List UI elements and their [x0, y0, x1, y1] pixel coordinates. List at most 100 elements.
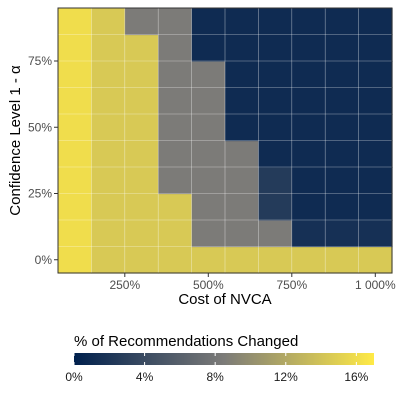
heatmap-cell: [58, 114, 92, 142]
heatmap-cell: [58, 220, 92, 248]
heatmap-cell: [124, 114, 159, 142]
heatmap-cell: [158, 87, 193, 115]
heatmap-gridlines: [58, 8, 392, 273]
heatmap-cell: [258, 167, 293, 195]
heatmap-cell: [58, 193, 92, 221]
heatmap-cell: [158, 114, 193, 142]
heatmap-cell: [358, 8, 393, 36]
heatmap-cell: [225, 8, 259, 36]
heatmap-cell: [291, 167, 326, 195]
heatmap-cell: [58, 61, 92, 89]
heatmap-cell: [291, 61, 326, 89]
heatmap-cells: [58, 8, 393, 274]
heatmap-cell: [291, 246, 326, 274]
heatmap-cell: [258, 140, 293, 168]
heatmap-cell: [191, 114, 226, 142]
heatmap-cell: [158, 246, 193, 274]
heatmap-cell: [325, 220, 360, 248]
heatmap-cell: [124, 246, 159, 274]
heatmap-cell: [258, 114, 293, 142]
heatmap-cell: [325, 34, 360, 62]
heatmap-cell: [358, 140, 393, 168]
legend-tick-label: 0%: [65, 370, 83, 384]
heatmap-cell: [91, 87, 126, 115]
heatmap-cell: [358, 61, 393, 89]
heatmap-cell: [58, 8, 92, 36]
heatmap-cell: [291, 220, 326, 248]
y-axis-ticks: 0% 25% 50% 75%: [28, 54, 58, 267]
x-tick-label: 750%: [276, 278, 307, 292]
heatmap-cell: [91, 8, 126, 36]
legend-tick-label: 12%: [274, 370, 298, 384]
legend-ticks: 0% 4% 8% 12% 16%: [65, 353, 369, 384]
heatmap-cell: [325, 193, 360, 221]
heatmap-cell: [91, 167, 126, 195]
heatmap-cell: [358, 114, 393, 142]
heatmap-cell: [191, 87, 226, 115]
heatmap-cell: [258, 220, 293, 248]
heatmap-cell: [58, 34, 92, 62]
heatmap-cell: [158, 193, 193, 221]
heatmap-cell: [124, 193, 159, 221]
heatmap-cell: [225, 34, 259, 62]
heatmap-cell: [58, 140, 92, 168]
heatmap-cell: [258, 34, 293, 62]
heatmap-cell: [191, 246, 226, 274]
heatmap-cell: [124, 61, 159, 89]
y-tick-label: 25%: [28, 187, 52, 201]
heatmap-cell: [124, 167, 159, 195]
legend-tick-label: 4%: [136, 370, 154, 384]
heatmap-cell: [325, 87, 360, 115]
heatmap-cell: [158, 34, 193, 62]
heatmap-cell: [291, 34, 326, 62]
heatmap-cell: [225, 140, 259, 168]
heatmap-cell: [358, 34, 393, 62]
heatmap-cell: [191, 8, 226, 36]
heatmap-cell: [358, 167, 393, 195]
heatmap-cell: [325, 114, 360, 142]
x-tick-label: 250%: [109, 278, 140, 292]
heatmap-cell: [124, 34, 159, 62]
y-axis-title: Confidence Level 1 - α: [7, 65, 24, 216]
y-tick-label: 75%: [28, 54, 52, 68]
heatmap-cell: [91, 114, 126, 142]
x-axis-ticks: 250% 500% 750% 1 000%: [109, 273, 396, 292]
heatmap-cell: [124, 140, 159, 168]
heatmap-cell: [158, 220, 193, 248]
heatmap-cell: [58, 87, 92, 115]
heatmap-cell: [225, 220, 259, 248]
panel-border: [57, 7, 393, 274]
heatmap-cell: [225, 61, 259, 89]
legend-tick-label: 16%: [344, 370, 368, 384]
heatmap-cell: [358, 246, 393, 274]
heatmap-cell: [325, 8, 360, 36]
heatmap-cell: [158, 167, 193, 195]
heatmap-cell: [325, 61, 360, 89]
heatmap-cell: [191, 193, 226, 221]
heatmap-cell: [291, 87, 326, 115]
heatmap-cell: [91, 34, 126, 62]
x-tick-label: 1 000%: [355, 278, 396, 292]
x-tick-label: 500%: [193, 278, 224, 292]
heatmap-cell: [325, 140, 360, 168]
heatmap-cell: [191, 34, 226, 62]
heatmap-cell: [358, 220, 393, 248]
heatmap-cell: [325, 167, 360, 195]
heatmap-cell: [158, 8, 193, 36]
heatmap-cell: [91, 61, 126, 89]
legend-title: % of Recommendations Changed: [74, 333, 298, 350]
heatmap-cell: [191, 167, 226, 195]
heatmap-cell: [291, 8, 326, 36]
heatmap-cell: [291, 140, 326, 168]
heatmap-cell: [258, 246, 293, 274]
heatmap-cell: [191, 61, 226, 89]
heatmap-cell: [325, 246, 360, 274]
heatmap-cell: [225, 114, 259, 142]
heatmap-cell: [124, 220, 159, 248]
heatmap-cell: [225, 193, 259, 221]
heatmap-cell: [158, 140, 193, 168]
heatmap-cell: [291, 114, 326, 142]
x-axis-title: Cost of NVCA: [178, 291, 271, 308]
